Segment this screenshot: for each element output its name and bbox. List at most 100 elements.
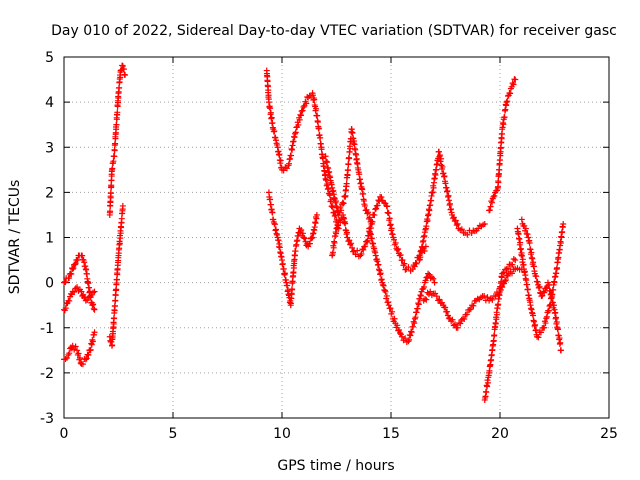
data-point	[112, 140, 119, 147]
data-point	[426, 207, 433, 214]
data-point	[422, 296, 429, 303]
y-tick-label: 0	[45, 276, 54, 292]
data-point	[109, 342, 116, 349]
data-point	[283, 165, 290, 172]
data-point	[496, 288, 503, 295]
chart-title: Day 010 of 2022, Sidereal Day-to-day VTE…	[51, 23, 617, 39]
data-point	[79, 361, 86, 368]
data-point	[379, 281, 386, 288]
data-point	[519, 256, 526, 263]
data-point	[271, 221, 278, 228]
data-point	[374, 202, 381, 209]
data-point	[425, 270, 432, 277]
x-axis-label: GPS time / hours	[277, 458, 394, 474]
data-point	[365, 209, 372, 216]
data-point	[396, 326, 403, 333]
data-point	[422, 277, 429, 284]
data-points	[61, 62, 567, 403]
data-point	[546, 303, 553, 310]
data-point	[481, 220, 488, 227]
data-point	[390, 236, 397, 243]
data-point	[299, 230, 306, 237]
data-point	[87, 293, 94, 300]
data-point	[489, 199, 496, 206]
data-point	[509, 261, 516, 268]
data-point	[331, 209, 338, 216]
data-point	[295, 121, 302, 128]
x-tick-label: 20	[491, 426, 509, 442]
x-tick-label: 5	[169, 426, 178, 442]
data-point	[512, 257, 519, 264]
data-point	[557, 339, 564, 346]
series-sat-k	[420, 265, 525, 331]
data-point	[552, 309, 559, 316]
data-point	[347, 241, 354, 248]
data-point	[414, 305, 421, 312]
data-point	[553, 319, 560, 326]
data-point	[87, 346, 94, 353]
data-point	[111, 153, 118, 160]
data-point	[509, 80, 516, 87]
data-point	[412, 259, 419, 266]
data-point	[296, 116, 303, 123]
x-tick-label: 0	[60, 426, 69, 442]
data-point	[405, 264, 412, 271]
data-point	[383, 292, 390, 299]
data-point	[540, 288, 547, 295]
data-point	[362, 243, 369, 250]
data-point	[72, 343, 79, 350]
data-point	[407, 332, 414, 339]
data-point	[436, 296, 443, 303]
data-point	[360, 246, 367, 253]
data-point	[364, 210, 371, 217]
data-point	[382, 288, 389, 295]
y-tick-label: 3	[45, 140, 54, 156]
data-point	[394, 322, 401, 329]
data-point	[504, 265, 511, 272]
data-point	[487, 203, 494, 210]
data-point	[543, 285, 550, 292]
series-sat-p	[518, 216, 565, 354]
data-point	[361, 202, 368, 209]
data-point	[313, 211, 320, 218]
data-point	[81, 293, 88, 300]
data-point	[108, 183, 115, 190]
data-point	[431, 279, 438, 286]
data-point	[366, 214, 373, 221]
data-point	[334, 224, 341, 231]
data-point	[560, 220, 567, 227]
data-point	[89, 338, 96, 345]
y-tick-label: -3	[40, 411, 54, 427]
data-point	[408, 329, 415, 336]
data-point	[71, 289, 78, 296]
data-point	[331, 213, 338, 220]
data-point	[411, 320, 418, 327]
data-point	[444, 308, 451, 315]
data-point	[298, 108, 305, 115]
data-point	[394, 247, 401, 254]
data-point	[524, 286, 531, 293]
data-point	[78, 288, 85, 295]
data-point	[463, 311, 470, 318]
data-point	[346, 237, 353, 244]
data-point	[66, 275, 73, 282]
data-point	[360, 190, 367, 197]
data-point	[559, 228, 566, 235]
data-point	[118, 215, 125, 222]
data-point	[503, 99, 510, 106]
data-point	[501, 114, 508, 121]
data-point	[317, 134, 324, 141]
data-point	[340, 200, 347, 207]
data-point	[298, 227, 305, 234]
data-point	[300, 104, 307, 111]
data-point	[364, 237, 371, 244]
data-point	[333, 225, 340, 232]
data-point	[380, 282, 387, 289]
y-tick-label: 1	[45, 231, 54, 247]
data-point	[433, 293, 440, 300]
data-point	[543, 315, 550, 322]
data-point	[429, 189, 436, 196]
data-point	[267, 201, 274, 208]
ticks: 0 5 10 15 20 25 -3 -2 -1 0 1 2 3 4 5	[40, 50, 618, 442]
data-point	[314, 112, 321, 119]
